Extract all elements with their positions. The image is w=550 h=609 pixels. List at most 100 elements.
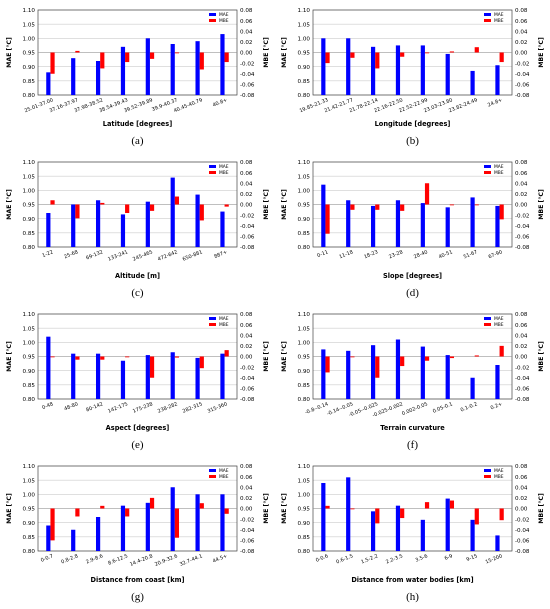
- left-tick-label: 0.95: [298, 51, 311, 57]
- right-tick-label: -0.08: [515, 397, 530, 403]
- y-axis-label-right: MBE [°C]: [537, 493, 545, 524]
- legend-label: MAE: [494, 468, 504, 474]
- legend-swatch: [484, 13, 491, 16]
- left-tick-label: 0.90: [23, 217, 36, 223]
- right-tick-label: 0.00: [240, 507, 253, 513]
- category-label: 40.8+: [212, 97, 228, 108]
- left-tick-label: 1.05: [23, 326, 36, 332]
- left-tick-label: 0.80: [298, 397, 311, 403]
- category-label: 0-48: [41, 401, 54, 411]
- mbe-bar: [75, 508, 80, 517]
- left-tick-label: 0.85: [298, 383, 311, 389]
- legend-swatch: [209, 317, 216, 320]
- category-label: 11-18: [338, 249, 354, 260]
- bar-chart: 0.80 0.85 0.90 0.95 1.00 1.05 1.10 -0.08 -0.06 -0…: [280, 312, 545, 432]
- y-axis-label-right: MBE [°C]: [262, 37, 270, 68]
- mae-bar: [370, 205, 376, 247]
- category-label: 2.2-3.5: [385, 553, 404, 565]
- left-tick-label: 0.85: [298, 231, 311, 237]
- right-tick-label: 0.04: [515, 29, 528, 35]
- y-axis-label-right: MBE [°C]: [262, 493, 270, 524]
- mbe-bar: [474, 355, 479, 357]
- left-tick-label: 1.05: [298, 478, 311, 484]
- legend-label: MBE: [219, 170, 229, 176]
- chart-panel: 0.80 0.85 0.90 0.95 1.00 1.05 1.10 -0.08 -0.06 -0…: [0, 152, 275, 304]
- category-label: 40-51: [438, 249, 454, 260]
- left-tick-label: 0.90: [23, 65, 36, 71]
- legend-swatch: [484, 19, 491, 22]
- bar-chart: 0.80 0.85 0.90 0.95 1.00 1.05 1.10 -0.08 -0.06 -0…: [5, 312, 270, 432]
- legend-label: MBE: [494, 170, 504, 176]
- chart-panel: 0.80 0.85 0.90 0.95 1.00 1.05 1.10 -0.08 -0.06 -0…: [0, 304, 275, 456]
- mbe-bar: [424, 502, 430, 509]
- chart-panel: 0.80 0.85 0.90 0.95 1.00 1.05 1.10 -0.08 -0.06 -0…: [275, 152, 550, 304]
- mbe-bar: [50, 52, 55, 74]
- left-tick-label: 1.00: [298, 341, 311, 347]
- category-label: 887+: [213, 249, 228, 260]
- mae-bar: [220, 494, 225, 551]
- mae-bar: [395, 200, 401, 247]
- panel-caption: (d): [406, 287, 419, 299]
- mae-bar: [370, 345, 376, 399]
- right-tick-label: 0.02: [240, 496, 252, 502]
- mbe-bar: [499, 345, 504, 357]
- mae-bar: [346, 200, 351, 247]
- mae-bar: [195, 494, 200, 551]
- bar-chart: 0.80 0.85 0.90 0.95 1.00 1.05 1.10 -0.08 -0.06 -0…: [5, 464, 270, 584]
- category-label: 142-175: [107, 401, 129, 414]
- category-label: 15-200: [485, 553, 504, 565]
- mae-bar: [145, 502, 150, 551]
- mbe-bar: [50, 356, 55, 358]
- mae-bar: [120, 46, 126, 95]
- right-tick-label: 0.02: [515, 40, 527, 46]
- left-tick-label: 0.95: [23, 507, 36, 513]
- right-tick-label: -0.04: [515, 224, 530, 230]
- mae-bar: [71, 529, 76, 551]
- mbe-bar: [125, 508, 130, 517]
- category-label: 44.5+: [212, 553, 228, 564]
- panel-caption: (c): [131, 287, 144, 299]
- y-axis-label-right: MBE [°C]: [537, 341, 545, 372]
- category-label: 67-90: [488, 249, 504, 260]
- mbe-bar: [350, 356, 355, 358]
- left-tick-label: 0.85: [298, 79, 311, 85]
- category-label: 0.1-0.2: [460, 401, 479, 413]
- mae-bar: [495, 65, 500, 95]
- mbe-bar: [375, 204, 380, 210]
- mae-bar: [120, 505, 126, 551]
- right-tick-label: 0.08: [515, 312, 528, 318]
- mae-bar: [170, 487, 175, 551]
- mbe-bar: [474, 47, 479, 53]
- chart-panel: 0.80 0.85 0.90 0.95 1.00 1.05 1.10 -0.08 -0.06 -0…: [0, 456, 275, 608]
- category-label: 0.002-0.05: [401, 401, 429, 417]
- right-tick-label: 0.06: [515, 475, 528, 481]
- mae-bar: [470, 197, 475, 247]
- left-tick-label: 1.10: [298, 8, 311, 14]
- panel-caption: (h): [406, 591, 419, 603]
- category-label: 3.5-6: [414, 553, 428, 563]
- x-axis-label: Terrain curvature: [380, 424, 445, 432]
- mbe-bar: [375, 52, 380, 69]
- right-tick-label: -0.04: [240, 72, 255, 78]
- right-tick-label: 0.00: [515, 355, 528, 361]
- mae-bar: [321, 483, 326, 551]
- mbe-bar: [50, 200, 55, 205]
- mae-bar: [395, 45, 401, 95]
- mae-bar: [495, 205, 500, 247]
- mae-bar: [346, 38, 351, 95]
- left-tick-label: 0.85: [23, 383, 36, 389]
- right-tick-label: 0.06: [240, 475, 253, 481]
- mae-bar: [120, 214, 126, 247]
- right-tick-label: -0.02: [240, 213, 254, 219]
- mbe-bar: [75, 204, 80, 219]
- mae-bar: [145, 201, 150, 247]
- mae-bar: [145, 355, 150, 399]
- mbe-bar: [400, 204, 405, 211]
- right-tick-label: 0.04: [240, 485, 253, 491]
- mae-bar: [495, 535, 500, 551]
- mbe-bar: [350, 204, 355, 210]
- right-tick-label: -0.04: [515, 528, 530, 534]
- left-tick-label: 1.10: [23, 464, 36, 470]
- mbe-bar: [375, 508, 380, 524]
- legend-label: MBE: [494, 322, 504, 328]
